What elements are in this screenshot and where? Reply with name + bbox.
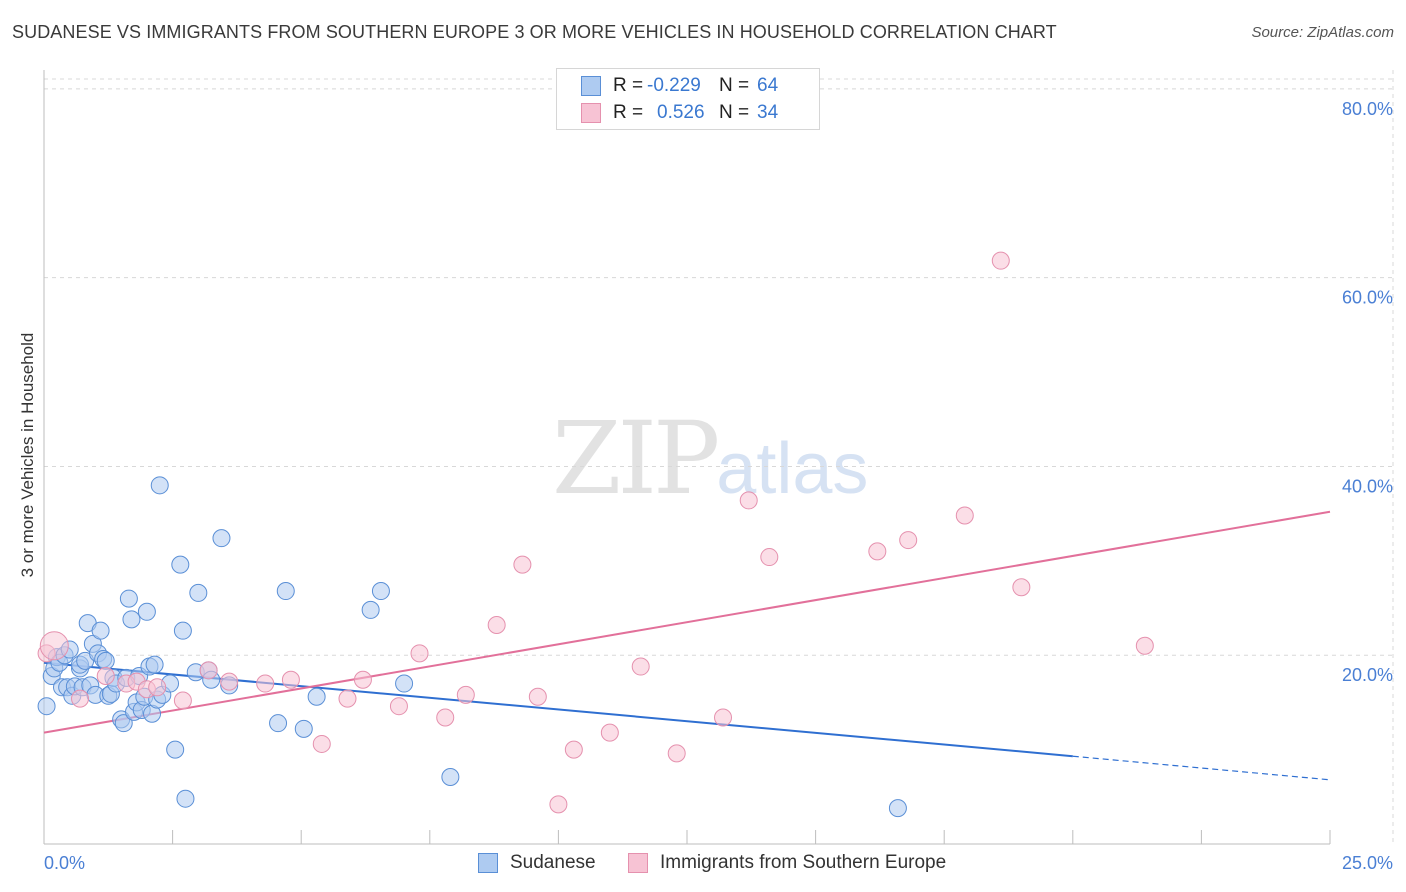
point-southern-europe [220, 672, 239, 691]
point-southern-europe [338, 689, 357, 708]
point-sudanese [119, 589, 138, 608]
point-sudanese [294, 719, 313, 738]
legend-swatch-pink [628, 853, 648, 873]
legend-r-label: R = [613, 102, 644, 123]
point-southern-europe-large [39, 631, 69, 661]
point-southern-europe [868, 542, 887, 561]
point-sudanese [122, 610, 141, 629]
point-southern-europe [410, 644, 429, 663]
point-southern-europe [312, 734, 331, 753]
chart-title: SUDANESE VS IMMIGRANTS FROM SOUTHERN EUR… [12, 22, 1057, 42]
watermark: ZIPatlas [552, 400, 868, 517]
point-southern-europe [528, 687, 547, 706]
point-southern-europe [71, 689, 90, 708]
point-layer [37, 251, 1154, 818]
point-southern-europe [1012, 578, 1031, 597]
x-tick-label: 25.0% [1342, 853, 1393, 873]
point-southern-europe [487, 616, 506, 635]
x-tick-label: 0.0% [44, 853, 85, 873]
legend-row-sudanese: R = -0.229 N = 64 [581, 73, 778, 99]
legend-n-value: 64 [757, 75, 779, 96]
point-sudanese [176, 789, 195, 808]
legend-r-value: 0.526 [657, 102, 705, 123]
point-southern-europe [513, 555, 532, 574]
legend-label: Immigrants from Southern Europe [660, 852, 947, 873]
legend-n-label: N = [719, 102, 750, 123]
point-sudanese [395, 674, 414, 693]
point-sudanese [166, 740, 185, 759]
point-southern-europe [256, 674, 275, 693]
point-southern-europe [667, 744, 686, 763]
point-southern-europe [899, 531, 918, 550]
series-legend: Sudanese Immigrants from Southern Europe [0, 852, 1406, 878]
point-sudanese [189, 583, 208, 602]
point-southern-europe [564, 740, 583, 759]
point-sudanese [150, 476, 169, 495]
legend-n-label: N = [719, 75, 750, 96]
legend-row-southern-europe: R = 0.526 N = 34 [581, 100, 778, 126]
legend-item-sudanese[interactable]: Sudanese [478, 852, 596, 874]
legend-label: Sudanese [510, 852, 596, 873]
trendline-southern-europe [43, 510, 1331, 734]
y-tick-label: 20.0% [1342, 665, 1393, 685]
point-southern-europe [1135, 636, 1154, 655]
point-sudanese [269, 714, 288, 733]
point-sudanese [37, 697, 56, 716]
point-sudanese [371, 582, 390, 601]
point-sudanese [441, 767, 460, 786]
point-southern-europe [281, 670, 300, 689]
point-southern-europe [955, 506, 974, 525]
point-southern-europe [631, 657, 650, 676]
point-southern-europe [714, 708, 733, 727]
point-sudanese [137, 602, 156, 621]
point-southern-europe [456, 685, 475, 704]
trendline-extension-sudanese [1072, 755, 1331, 781]
legend-r-value: -0.229 [647, 75, 701, 96]
grid-layer [44, 70, 1394, 844]
point-sudanese [276, 582, 295, 601]
legend-swatch-blue [478, 853, 498, 873]
point-sudanese [96, 651, 115, 670]
point-southern-europe [389, 697, 408, 716]
y-tick-label: 40.0% [1342, 476, 1393, 496]
point-southern-europe [760, 548, 779, 567]
legend-swatch-blue [581, 76, 601, 96]
point-sudanese [307, 687, 326, 706]
y-tick-label: 80.0% [1342, 99, 1393, 119]
legend-swatch-pink [581, 103, 601, 123]
point-sudanese [212, 529, 231, 548]
point-southern-europe [739, 491, 758, 510]
point-southern-europe [148, 678, 167, 697]
point-sudanese [171, 555, 190, 574]
point-southern-europe [549, 795, 568, 814]
y-tick-label: 60.0% [1342, 288, 1393, 308]
point-sudanese [114, 714, 133, 733]
point-sudanese [145, 655, 164, 674]
point-sudanese [173, 621, 192, 640]
legend-item-southern-europe[interactable]: Immigrants from Southern Europe [628, 852, 946, 874]
point-southern-europe [199, 661, 218, 680]
legend-n-value: 34 [757, 102, 779, 123]
point-sudanese [91, 621, 110, 640]
point-southern-europe [353, 670, 372, 689]
correlation-legend: R = -0.229 N = 64 R = 0.526 N = 34 [556, 68, 820, 130]
point-southern-europe [96, 666, 115, 685]
point-sudanese [361, 600, 380, 619]
point-southern-europe [991, 251, 1010, 270]
point-sudanese [888, 799, 907, 818]
point-southern-europe [173, 691, 192, 710]
point-southern-europe [600, 723, 619, 742]
axis-layer [43, 70, 1331, 845]
tick-label-layer: 20.0% 40.0% 60.0% 80.0% 0.0% 25.0% [44, 99, 1393, 873]
watermark-zip: ZIP [552, 400, 720, 517]
chart-source: Source: ZipAtlas.com [1251, 24, 1394, 41]
point-southern-europe [436, 708, 455, 727]
legend-r-label: R = [613, 75, 644, 96]
